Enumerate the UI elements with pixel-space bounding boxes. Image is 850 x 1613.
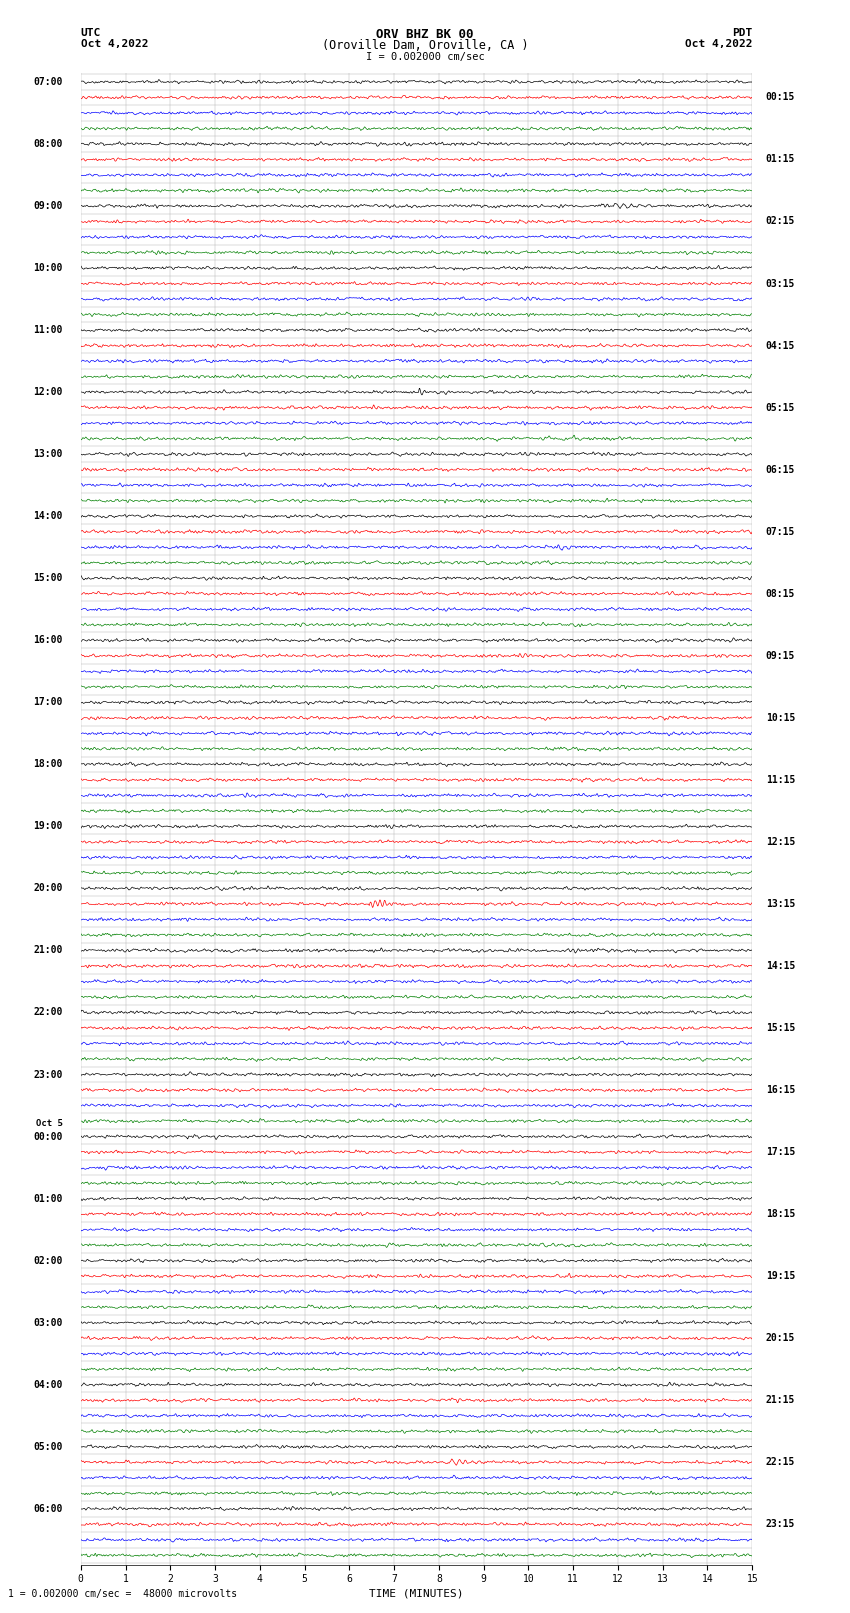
Text: 15:15: 15:15 (766, 1023, 795, 1032)
Text: 19:15: 19:15 (766, 1271, 795, 1281)
Text: 10:15: 10:15 (766, 713, 795, 723)
Text: 22:15: 22:15 (766, 1457, 795, 1468)
Text: Oct 5: Oct 5 (36, 1119, 63, 1127)
Text: 00:15: 00:15 (766, 92, 795, 102)
Text: 23:00: 23:00 (33, 1069, 63, 1079)
Text: 11:15: 11:15 (766, 774, 795, 786)
Text: 14:00: 14:00 (33, 511, 63, 521)
Text: 06:00: 06:00 (33, 1503, 63, 1513)
Text: 19:00: 19:00 (33, 821, 63, 831)
X-axis label: TIME (MINUTES): TIME (MINUTES) (369, 1589, 464, 1598)
Text: 11:00: 11:00 (33, 326, 63, 336)
Text: 07:00: 07:00 (33, 77, 63, 87)
Text: 08:00: 08:00 (33, 139, 63, 148)
Text: 02:00: 02:00 (33, 1255, 63, 1266)
Text: 03:00: 03:00 (33, 1318, 63, 1327)
Text: 18:15: 18:15 (766, 1210, 795, 1219)
Text: 05:15: 05:15 (766, 403, 795, 413)
Text: 17:15: 17:15 (766, 1147, 795, 1157)
Text: 06:15: 06:15 (766, 465, 795, 474)
Text: (Oroville Dam, Oroville, CA ): (Oroville Dam, Oroville, CA ) (321, 39, 529, 52)
Text: 02:15: 02:15 (766, 216, 795, 226)
Text: 23:15: 23:15 (766, 1519, 795, 1529)
Text: 01:00: 01:00 (33, 1194, 63, 1203)
Text: 00:00: 00:00 (33, 1132, 63, 1142)
Text: PDT: PDT (732, 27, 752, 39)
Text: 09:00: 09:00 (33, 202, 63, 211)
Text: 1 = 0.002000 cm/sec =  48000 microvolts: 1 = 0.002000 cm/sec = 48000 microvolts (8, 1589, 238, 1598)
Text: 16:00: 16:00 (33, 636, 63, 645)
Text: 08:15: 08:15 (766, 589, 795, 598)
Text: Oct 4,2022: Oct 4,2022 (81, 39, 148, 50)
Text: 12:15: 12:15 (766, 837, 795, 847)
Text: 09:15: 09:15 (766, 650, 795, 661)
Text: 10:00: 10:00 (33, 263, 63, 273)
Text: I = 0.002000 cm/sec: I = 0.002000 cm/sec (366, 52, 484, 63)
Text: 13:00: 13:00 (33, 448, 63, 460)
Text: 20:00: 20:00 (33, 884, 63, 894)
Text: Oct 4,2022: Oct 4,2022 (685, 39, 752, 50)
Text: ORV BHZ BK 00: ORV BHZ BK 00 (377, 27, 473, 42)
Text: 14:15: 14:15 (766, 961, 795, 971)
Text: 18:00: 18:00 (33, 760, 63, 769)
Text: 15:00: 15:00 (33, 573, 63, 584)
Text: UTC: UTC (81, 27, 101, 39)
Text: 12:00: 12:00 (33, 387, 63, 397)
Text: 13:15: 13:15 (766, 898, 795, 908)
Text: 21:00: 21:00 (33, 945, 63, 955)
Text: 22:00: 22:00 (33, 1008, 63, 1018)
Text: 04:00: 04:00 (33, 1379, 63, 1390)
Text: 04:15: 04:15 (766, 340, 795, 350)
Text: 05:00: 05:00 (33, 1442, 63, 1452)
Text: 07:15: 07:15 (766, 527, 795, 537)
Text: 21:15: 21:15 (766, 1395, 795, 1405)
Text: 17:00: 17:00 (33, 697, 63, 706)
Text: 16:15: 16:15 (766, 1086, 795, 1095)
Text: 03:15: 03:15 (766, 279, 795, 289)
Text: 20:15: 20:15 (766, 1334, 795, 1344)
Text: 01:15: 01:15 (766, 155, 795, 165)
